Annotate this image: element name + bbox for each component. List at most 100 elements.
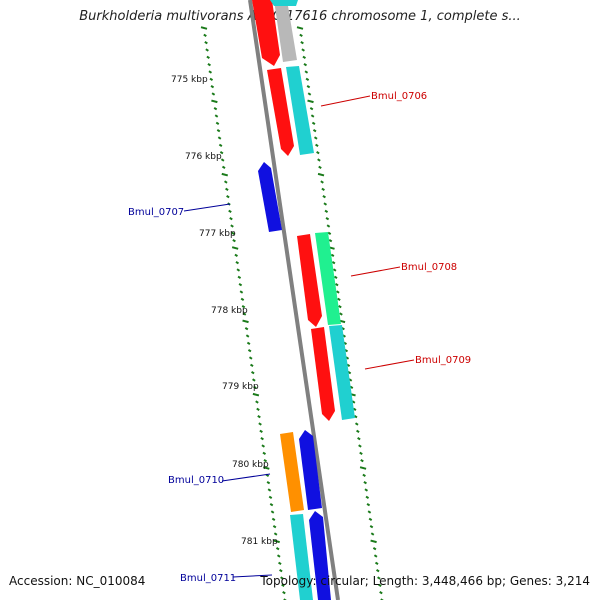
inner-ruler-minor-tick [366, 503, 371, 507]
outer-ruler-minor-tick [271, 517, 276, 521]
inner-ruler-minor-tick [376, 569, 380, 573]
label-bmul-0711[interactable]: Bmul_0711 [180, 573, 236, 584]
inner-ruler-minor-tick [353, 415, 358, 419]
outer-ruler-minor-tick [268, 495, 273, 499]
gene-bmul-0707-blue[interactable] [258, 162, 282, 232]
outer-ruler-minor-tick [220, 158, 225, 162]
inner-ruler-minor-tick [299, 33, 303, 37]
inner-ruler-minor-tick [370, 532, 375, 536]
gene-lower-cyan[interactable] [290, 514, 313, 600]
inner-ruler-minor-tick [311, 121, 316, 125]
outer-ruler-minor-tick [266, 481, 271, 485]
label-bmul-0709[interactable]: Bmul_0709 [415, 355, 471, 366]
accession-text: Accession: NC_010084 [9, 574, 146, 588]
inner-ruler-minor-tick [327, 231, 332, 235]
inner-ruler-minor-tick [337, 297, 341, 301]
outer-ruler-minor-tick [267, 488, 272, 492]
outer-ruler-minor-tick [283, 598, 287, 600]
inner-ruler-minor-tick [305, 77, 310, 81]
outer-ruler-minor-tick [262, 451, 267, 455]
scale-label-781: 781 kbp [241, 537, 278, 547]
gene-bmul-0709-cyan[interactable] [329, 325, 355, 420]
outer-ruler-minor-tick [259, 429, 263, 433]
scale-label-779: 779 kbp [222, 382, 259, 392]
inner-ruler-minor-tick [360, 459, 364, 463]
inner-ruler-minor-tick [372, 547, 377, 551]
inner-ruler-minor-tick [359, 451, 363, 455]
inner-ruler-minor-tick [364, 488, 369, 492]
inner-ruler-major-tick [317, 172, 325, 177]
label-bmul-0706[interactable]: Bmul_0706 [371, 91, 427, 102]
outer-ruler-minor-tick [261, 444, 265, 448]
label-bmul-0710[interactable]: Bmul_0710 [168, 475, 224, 486]
outer-ruler-minor-tick [238, 283, 243, 287]
inner-ruler-minor-tick [373, 554, 378, 558]
outer-ruler-minor-tick [240, 297, 245, 301]
gene-bmul-0711-blue[interactable] [309, 511, 331, 600]
outer-ruler-minor-tick [276, 554, 281, 558]
outer-ruler-minor-tick [211, 92, 216, 96]
label-bmul-0707[interactable]: Bmul_0707 [128, 207, 184, 218]
outer-ruler-minor-tick [230, 224, 234, 228]
outer-tick-ruler [200, 26, 287, 600]
gene-bmul-0708-green[interactable] [315, 232, 341, 325]
gene-bmul-0710-blue[interactable] [299, 430, 322, 510]
outer-ruler-minor-tick [239, 290, 244, 294]
outer-ruler-minor-tick [248, 356, 253, 360]
inner-ruler-minor-tick [316, 151, 320, 155]
gene-bmul-0709-red[interactable] [311, 327, 335, 421]
inner-ruler-minor-tick [362, 473, 366, 477]
outer-ruler-major-tick [200, 26, 208, 30]
outer-ruler-minor-tick [246, 341, 251, 345]
outer-ruler-major-tick [242, 319, 249, 324]
page-title: Burkholderia multivorans ATCC 17616 chro… [79, 9, 521, 24]
inner-ruler-minor-tick [377, 576, 381, 580]
callout-bmul-0711 [232, 574, 273, 578]
outer-ruler-minor-tick [237, 275, 242, 279]
inner-ruler-minor-tick [310, 114, 315, 118]
outer-ruler-major-tick [273, 539, 280, 544]
label-bmul-0708[interactable]: Bmul_0708 [401, 262, 457, 273]
gene-top-cyan[interactable] [270, 0, 298, 6]
inner-ruler-major-tick [370, 539, 377, 544]
outer-ruler-minor-tick [252, 378, 256, 382]
outer-ruler-minor-tick [275, 547, 280, 551]
topology-summary: Topology: circular; Length: 3,448,466 bp… [260, 574, 590, 588]
inner-ruler-minor-tick [317, 158, 321, 162]
outer-ruler-minor-tick [245, 334, 250, 338]
outer-ruler-minor-tick [251, 371, 255, 375]
callout-bmul-0707 [183, 203, 231, 212]
outer-ruler-minor-tick [203, 33, 207, 37]
inner-ruler-minor-tick [307, 92, 312, 96]
inner-ruler-major-tick [359, 466, 367, 470]
inner-ruler-minor-tick [332, 268, 337, 272]
outer-ruler-minor-tick [209, 77, 214, 81]
inner-ruler-minor-tick [352, 407, 357, 411]
outer-ruler-minor-tick [215, 121, 220, 125]
gene-top-red[interactable] [252, 0, 280, 66]
outer-ruler-minor-tick [272, 525, 277, 529]
outer-ruler-minor-tick [244, 327, 249, 331]
outer-ruler-minor-tick [234, 253, 238, 257]
outer-ruler-minor-tick [257, 415, 261, 419]
outer-ruler-major-tick [252, 392, 260, 397]
gene-bmul-0706-cyan[interactable] [286, 66, 314, 155]
inner-ruler-minor-tick [339, 312, 343, 316]
outer-ruler-minor-tick [280, 576, 284, 580]
gene-bmul-0706-red[interactable] [267, 68, 294, 156]
inner-ruler-minor-tick [302, 55, 306, 59]
inner-ruler-minor-tick [333, 275, 338, 279]
gene-bmul-0708-red[interactable] [297, 234, 322, 327]
outer-ruler-minor-tick [256, 407, 260, 411]
gene-top-gray[interactable] [274, 0, 297, 62]
outer-ruler-minor-tick [226, 195, 230, 199]
gene-bmul-0710-orange[interactable] [280, 432, 304, 512]
forward-strand-genes [252, 0, 355, 600]
outer-ruler-minor-tick [206, 55, 210, 59]
inner-ruler-minor-tick [365, 495, 370, 499]
outer-ruler-minor-tick [236, 268, 241, 272]
outer-ruler-minor-tick [269, 503, 274, 507]
inner-ruler-minor-tick [356, 429, 360, 433]
inner-ruler-minor-tick [351, 400, 356, 404]
